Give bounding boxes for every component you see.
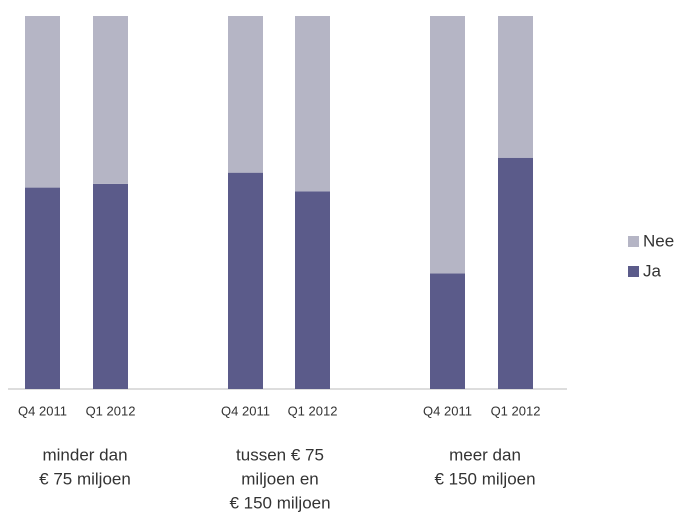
bar-segment: [295, 191, 330, 389]
legend-swatch: [628, 266, 639, 277]
bar-segment: [93, 183, 128, 389]
group-label: miljoen en: [241, 469, 319, 488]
x-tick-label: Q4 2011: [18, 403, 67, 418]
group-label: € 150 miljoen: [229, 493, 330, 512]
bar-segment: [430, 16, 465, 274]
group-label: minder dan: [42, 445, 127, 464]
group-label: meer dan: [449, 445, 521, 464]
bar-segment: [25, 187, 60, 389]
bar-segment: [228, 172, 263, 389]
x-tick-label: Q1 2012: [86, 403, 136, 418]
bar-segment: [228, 16, 263, 173]
bar-segment: [295, 16, 330, 192]
x-tick-label: Q1 2012: [288, 403, 338, 418]
bar-segment: [25, 16, 60, 188]
bar-segment: [498, 16, 533, 158]
x-tick-label: Q4 2011: [423, 403, 472, 418]
bar-segment: [498, 157, 533, 389]
legend-label: Ja: [643, 261, 662, 280]
legend-label: Nee: [643, 231, 674, 250]
group-label: tussen € 75: [236, 445, 324, 464]
x-tick-label: Q1 2012: [491, 403, 541, 418]
x-tick-label: Q4 2011: [221, 403, 270, 418]
legend-swatch: [628, 236, 639, 247]
group-label: € 150 miljoen: [434, 469, 535, 488]
bar-segment: [93, 16, 128, 184]
group-label: € 75 miljoen: [39, 469, 131, 488]
bar-segment: [430, 273, 465, 389]
